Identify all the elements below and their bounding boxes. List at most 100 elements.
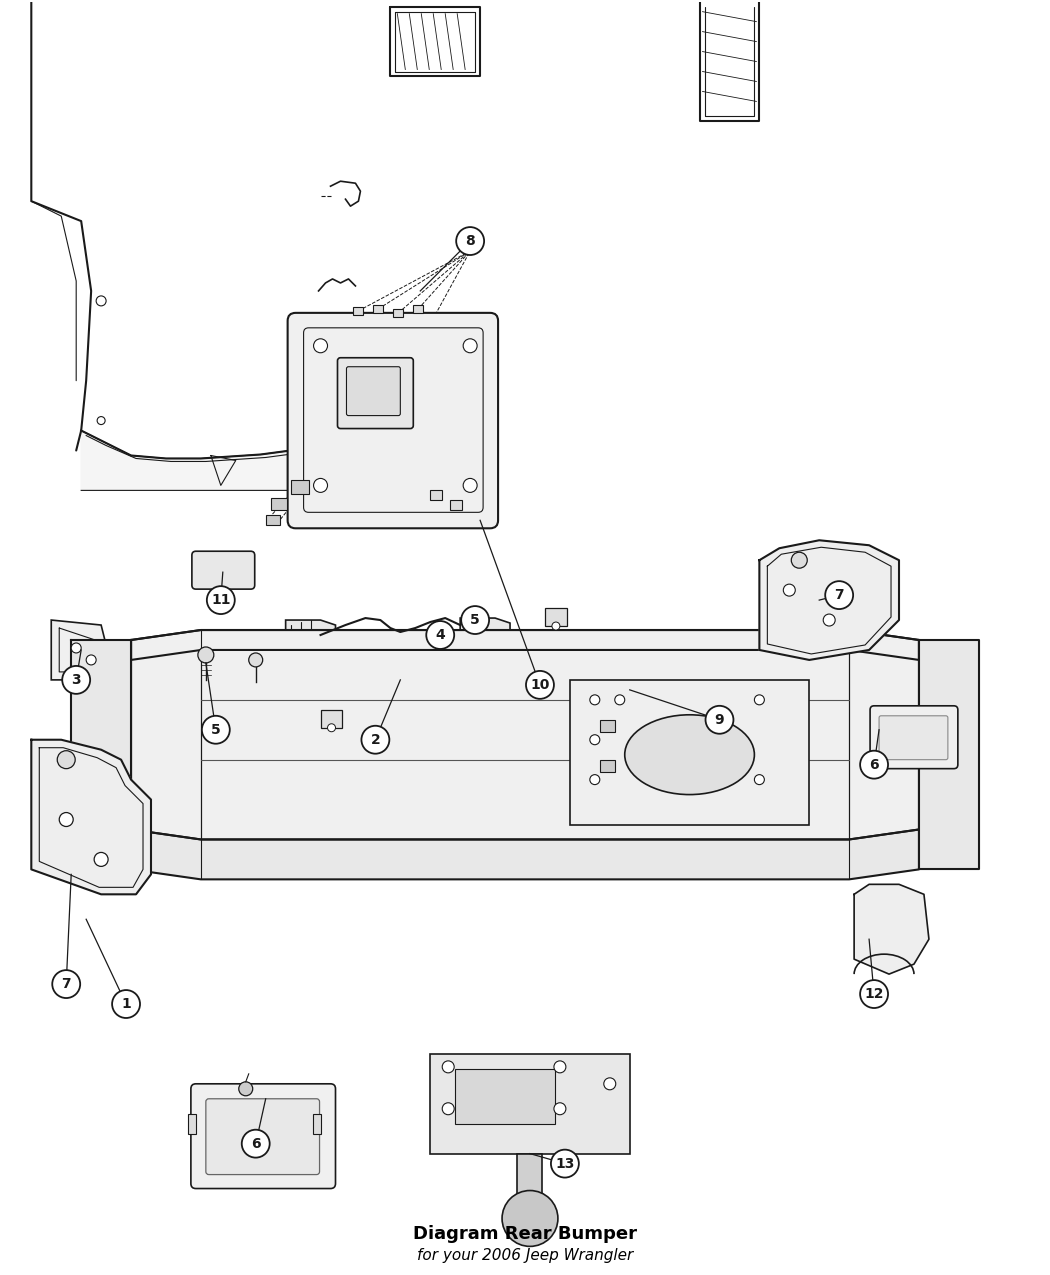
Circle shape xyxy=(207,586,235,615)
Circle shape xyxy=(58,751,76,769)
Circle shape xyxy=(197,646,214,663)
FancyBboxPatch shape xyxy=(206,1099,319,1174)
Circle shape xyxy=(823,615,835,626)
Circle shape xyxy=(242,1130,270,1158)
Circle shape xyxy=(361,725,390,754)
Text: 5: 5 xyxy=(211,723,220,737)
Circle shape xyxy=(792,552,807,569)
Circle shape xyxy=(463,478,477,492)
Circle shape xyxy=(202,715,230,743)
Bar xyxy=(313,1114,320,1133)
Circle shape xyxy=(71,643,81,653)
Text: for your 2006 Jeep Wrangler: for your 2006 Jeep Wrangler xyxy=(417,1248,633,1264)
Bar xyxy=(430,491,442,500)
Polygon shape xyxy=(81,431,291,491)
Circle shape xyxy=(754,775,764,784)
Text: 7: 7 xyxy=(835,588,844,602)
Circle shape xyxy=(551,1150,579,1178)
Circle shape xyxy=(604,1077,615,1090)
FancyBboxPatch shape xyxy=(191,1084,336,1188)
Bar xyxy=(545,608,567,626)
Circle shape xyxy=(860,980,888,1009)
FancyBboxPatch shape xyxy=(346,367,400,416)
Text: 3: 3 xyxy=(71,673,81,687)
Text: 5: 5 xyxy=(470,613,480,627)
Polygon shape xyxy=(854,885,929,974)
Circle shape xyxy=(112,991,140,1017)
Circle shape xyxy=(754,695,764,705)
Text: 4: 4 xyxy=(436,629,445,643)
Bar xyxy=(517,1154,542,1209)
Circle shape xyxy=(614,695,625,705)
Circle shape xyxy=(590,734,600,745)
Polygon shape xyxy=(131,630,919,839)
Circle shape xyxy=(442,1103,455,1114)
Text: 6: 6 xyxy=(251,1136,260,1150)
Circle shape xyxy=(94,853,108,867)
Circle shape xyxy=(463,339,477,353)
Circle shape xyxy=(526,671,554,699)
Circle shape xyxy=(783,584,795,597)
Bar xyxy=(394,309,403,317)
Polygon shape xyxy=(32,740,151,894)
Polygon shape xyxy=(759,541,899,660)
Circle shape xyxy=(456,227,484,255)
Text: 2: 2 xyxy=(371,733,380,747)
Bar xyxy=(271,499,287,510)
Text: Diagram Rear Bumper: Diagram Rear Bumper xyxy=(413,1225,637,1243)
Bar xyxy=(600,720,614,732)
Circle shape xyxy=(554,1061,566,1072)
Circle shape xyxy=(314,339,328,353)
Polygon shape xyxy=(286,620,336,650)
Circle shape xyxy=(328,724,336,732)
Circle shape xyxy=(238,1081,253,1095)
FancyBboxPatch shape xyxy=(337,358,414,428)
Bar xyxy=(450,500,462,510)
Bar xyxy=(600,760,614,771)
FancyBboxPatch shape xyxy=(879,715,948,760)
Circle shape xyxy=(62,666,90,694)
Bar xyxy=(291,481,309,495)
Text: 1: 1 xyxy=(121,997,131,1011)
Circle shape xyxy=(59,812,74,826)
Polygon shape xyxy=(919,640,979,870)
Bar xyxy=(320,710,342,728)
Polygon shape xyxy=(460,618,510,648)
Circle shape xyxy=(86,655,97,666)
Circle shape xyxy=(554,1103,566,1114)
Circle shape xyxy=(442,1061,455,1072)
FancyBboxPatch shape xyxy=(456,1068,554,1123)
Circle shape xyxy=(97,296,106,306)
Circle shape xyxy=(825,581,854,609)
Circle shape xyxy=(52,970,80,998)
Circle shape xyxy=(249,653,262,667)
FancyBboxPatch shape xyxy=(192,551,255,589)
Text: 8: 8 xyxy=(465,235,475,249)
Text: 9: 9 xyxy=(715,713,724,727)
FancyBboxPatch shape xyxy=(288,312,498,528)
Text: 13: 13 xyxy=(555,1156,574,1170)
Text: 6: 6 xyxy=(869,757,879,771)
Circle shape xyxy=(590,695,600,705)
Circle shape xyxy=(98,417,105,425)
Polygon shape xyxy=(51,620,117,680)
Circle shape xyxy=(860,751,888,779)
Circle shape xyxy=(706,706,734,733)
Text: 11: 11 xyxy=(211,593,231,607)
Text: 7: 7 xyxy=(61,977,71,991)
Bar xyxy=(266,515,279,525)
Circle shape xyxy=(502,1191,558,1247)
Circle shape xyxy=(552,622,560,630)
Bar xyxy=(414,305,423,312)
Polygon shape xyxy=(71,640,131,870)
Circle shape xyxy=(314,478,328,492)
Polygon shape xyxy=(131,830,919,880)
FancyBboxPatch shape xyxy=(430,1054,630,1154)
Bar xyxy=(374,305,383,312)
Circle shape xyxy=(426,621,455,649)
Bar xyxy=(354,307,363,315)
Bar xyxy=(188,1114,196,1133)
Text: 10: 10 xyxy=(530,678,549,692)
FancyBboxPatch shape xyxy=(570,680,810,825)
Ellipse shape xyxy=(625,715,754,794)
